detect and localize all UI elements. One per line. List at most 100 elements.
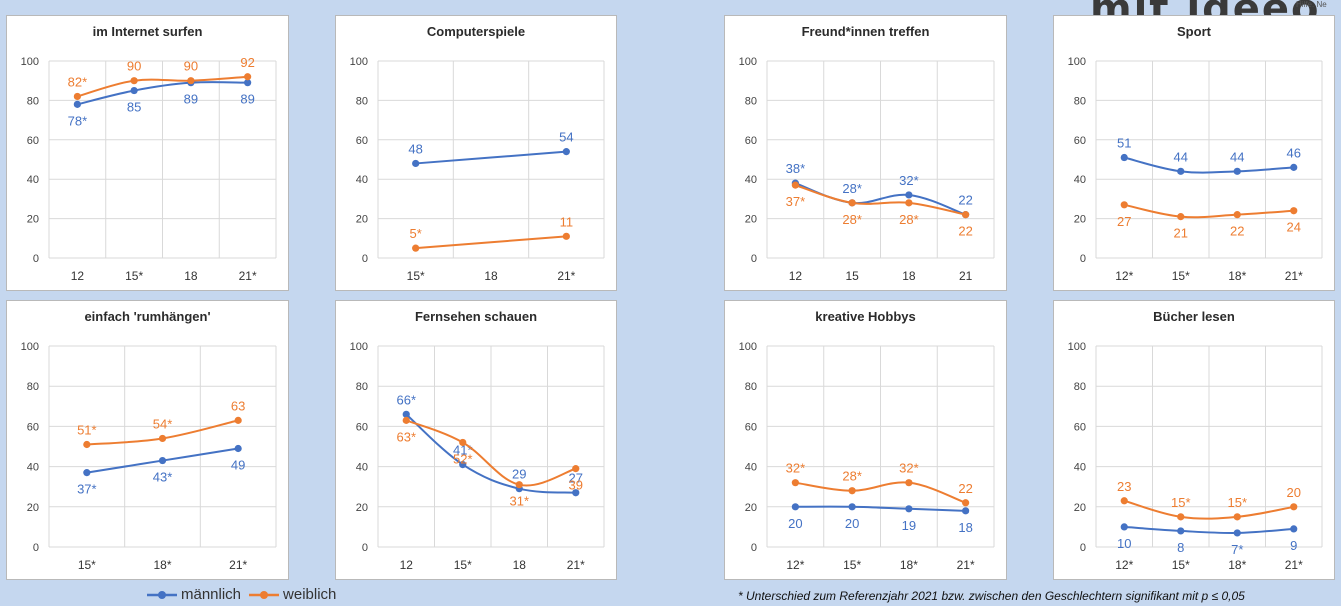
chart-panel-rumhaengen: einfach 'rumhängen' 0 20 40 60 80 100 15* 18* 21*…	[6, 300, 289, 580]
data-point	[791, 503, 799, 511]
data-label: 90	[184, 59, 198, 74]
data-label: 27	[569, 471, 583, 486]
x-tick-label: 18*	[153, 558, 171, 572]
x-tick-label: 15*	[1172, 558, 1190, 572]
y-tick-label: 40	[356, 174, 368, 186]
y-tick-label: 0	[33, 542, 39, 554]
data-label: 78*	[68, 113, 88, 128]
x-tick-label: 15*	[1172, 269, 1190, 283]
data-point	[412, 244, 420, 252]
x-tick-label: 18*	[1228, 269, 1246, 283]
series-line-maennlich	[415, 150, 567, 165]
data-label: 28*	[842, 469, 862, 484]
data-point	[572, 489, 580, 497]
data-label: 32*	[786, 461, 806, 476]
data-label: 89	[184, 92, 198, 107]
data-label: 37*	[786, 194, 806, 209]
data-point	[73, 92, 81, 101]
x-tick-label: 21*	[1285, 269, 1303, 283]
data-point	[1177, 213, 1185, 221]
data-point	[402, 410, 410, 418]
data-point	[244, 73, 252, 81]
data-point	[459, 460, 467, 469]
y-tick-label: 0	[1080, 542, 1086, 554]
data-point	[1120, 523, 1128, 531]
y-tick-label: 0	[362, 542, 368, 554]
data-point	[1233, 513, 1241, 521]
data-point	[905, 191, 913, 199]
data-label: 11	[560, 214, 574, 229]
series-line-maennlich	[1124, 156, 1294, 174]
data-point	[412, 159, 420, 168]
data-label: 43*	[153, 470, 173, 485]
data-label: 8	[1177, 540, 1184, 555]
data-point	[1120, 497, 1128, 505]
chart-title: im Internet surfen	[92, 24, 203, 39]
chart-plot: 0 20 40 60 80 100 12* 15* 18* 21* 51 44 44 46 27 21 22 24	[1068, 56, 1323, 283]
chart-panel-buecher-lesen: Bücher lesen 0 20 40 60 80 100 12* 15* 18* 21* 10 8 7…	[1053, 300, 1335, 580]
series-line-weiblich	[795, 481, 966, 504]
y-tick-label: 100	[21, 56, 39, 68]
x-tick-label: 21*	[567, 558, 585, 572]
x-tick-label: 12	[789, 269, 803, 283]
y-tick-label: 80	[27, 381, 39, 393]
series-line-maennlich	[1124, 525, 1294, 534]
chart-title: Computerspiele	[426, 24, 526, 39]
y-tick-label: 100	[1068, 341, 1086, 353]
data-label: 92	[240, 55, 254, 70]
data-label: 89	[240, 92, 254, 107]
data-point	[848, 503, 856, 511]
y-tick-label: 100	[350, 56, 368, 68]
y-tick-label: 20	[745, 214, 757, 226]
y-tick-label: 20	[1074, 214, 1086, 226]
chart-panel-freunde-treffen: Freund*innen treffen 0 20 40 60 80 100 12 15 18 21…	[724, 15, 1007, 291]
data-point	[905, 199, 913, 207]
data-point	[1177, 527, 1185, 535]
data-label: 82*	[68, 74, 88, 89]
x-tick-label: 15*	[78, 558, 96, 572]
data-point	[572, 465, 580, 473]
data-label: 46	[1287, 145, 1301, 160]
series-line-weiblich	[415, 235, 567, 250]
y-tick-label: 40	[27, 462, 39, 474]
data-point	[1177, 167, 1185, 175]
chart-panel-fernsehen: Fernsehen schauen 0 20 40 60 80 100 12 15* 18 21* 6…	[335, 300, 617, 580]
data-point	[962, 499, 970, 507]
data-label: 37*	[77, 482, 97, 497]
x-tick-label: 12	[71, 269, 85, 283]
data-label: 85	[127, 100, 141, 115]
data-point	[962, 507, 970, 515]
y-tick-label: 80	[745, 381, 757, 393]
legend-label-maennlich: männlich	[181, 586, 242, 603]
data-point	[244, 79, 252, 87]
chart-panel-internet-surfen: im Internet surfen 0 20 40 60 80 100 12 15* 18 21*…	[6, 15, 289, 291]
y-tick-label: 60	[745, 421, 757, 433]
data-point	[1233, 167, 1241, 175]
series-line-weiblich	[405, 419, 577, 487]
data-point	[402, 416, 410, 424]
x-tick-label: 18	[184, 269, 198, 283]
data-point	[562, 148, 570, 156]
data-label: 38*	[786, 161, 806, 176]
x-tick-label: 21*	[239, 269, 257, 283]
data-label: 29	[512, 467, 526, 482]
x-tick-label: 21*	[1285, 558, 1303, 572]
data-point	[130, 77, 138, 85]
chart-title: Freund*innen treffen	[801, 24, 930, 39]
y-tick-label: 60	[356, 135, 368, 147]
data-label: 22	[958, 224, 972, 239]
series-line-maennlich	[77, 81, 248, 106]
chart-plot: 0 20 40 60 80 100 15* 18 21* 48 54 5* 11	[350, 56, 605, 283]
chart-panel-computerspiele: Computerspiele 0 20 40 60 80 100 15* 18 21* 48 54 5*…	[335, 15, 617, 291]
y-tick-label: 60	[1074, 421, 1086, 433]
y-tick-label: 20	[1074, 502, 1086, 514]
y-tick-label: 40	[356, 462, 368, 474]
series-line-weiblich	[795, 184, 966, 216]
y-tick-label: 80	[1074, 381, 1086, 393]
legend-label-weiblich: weiblich	[283, 586, 337, 603]
y-tick-label: 60	[27, 421, 39, 433]
y-tick-label: 80	[745, 95, 757, 107]
data-point	[1290, 207, 1298, 215]
y-tick-label: 0	[362, 253, 368, 265]
data-label: 31*	[509, 494, 529, 509]
